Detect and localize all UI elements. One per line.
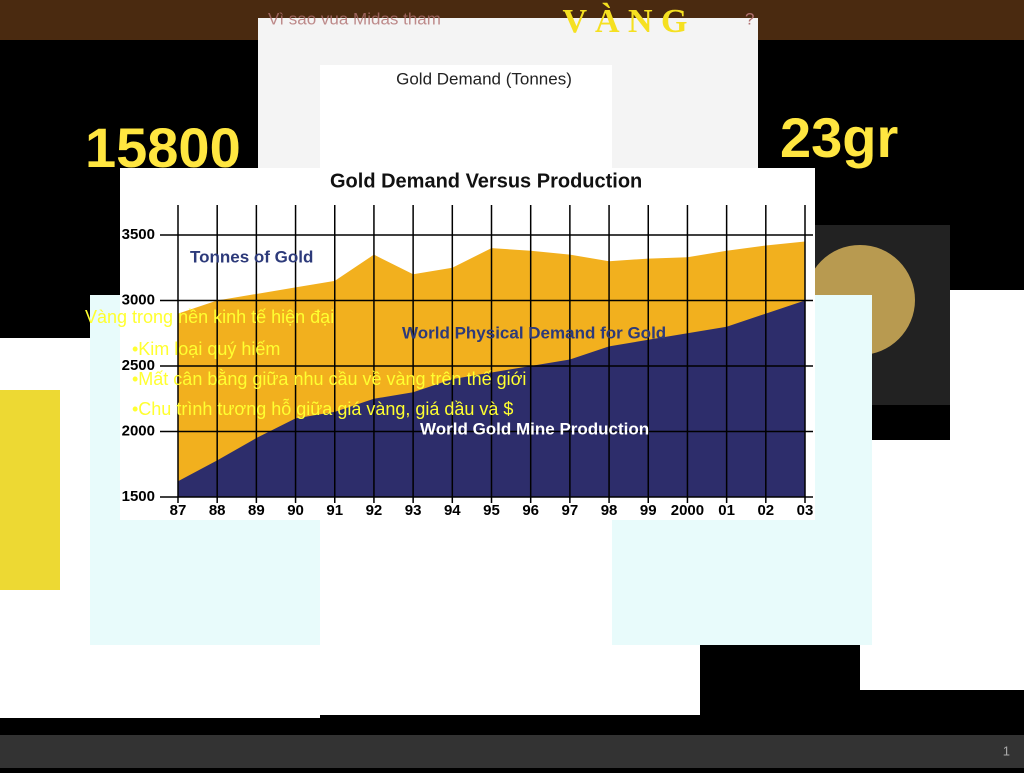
x-tick-label: 92 [366, 502, 383, 519]
back-chart-title: Gold Demand (Tonnes) [396, 69, 572, 88]
y-tick-label: 3000 [122, 291, 155, 308]
x-tick-label: 95 [483, 502, 500, 519]
x-tick-label: 90 [287, 502, 304, 519]
y-tick-label: 3500 [122, 226, 155, 243]
y-tick-label: 2000 [122, 422, 155, 439]
x-tick-label: 02 [757, 502, 774, 519]
x-tick-label: 91 [326, 502, 343, 519]
x-tick-label: 96 [522, 502, 539, 519]
x-tick-label: 88 [209, 502, 226, 519]
bottom-bar [0, 735, 1024, 768]
x-tick-label: 87 [170, 502, 187, 519]
big-number: 23gr [780, 106, 898, 169]
bullet: •Kim loại quý hiếm [132, 339, 280, 359]
x-tick-label: 93 [405, 502, 422, 519]
series-label: World Gold Mine Production [420, 419, 649, 438]
y-tick-label: 1500 [122, 488, 155, 505]
slide-number: 1 [1003, 743, 1010, 758]
x-tick-label: 01 [718, 502, 735, 519]
big-number: 15800 [85, 116, 241, 179]
x-tick-label: 97 [562, 502, 579, 519]
bullet: •Chu trình tương hỗ giữa giá vàng, giá d… [132, 398, 513, 419]
y-tick-label: 2500 [122, 357, 155, 374]
chart-title: Gold Demand Versus Production [330, 170, 642, 192]
heading: Vàng trong nền kinh tế hiện đại [85, 307, 334, 327]
series-label: World Physical Demand for Gold [402, 323, 666, 342]
back-image [860, 440, 980, 690]
x-tick-label: 99 [640, 502, 657, 519]
x-tick-label: 94 [444, 502, 461, 519]
title-prefix: Vì sao vua Midas tham [268, 9, 441, 28]
x-tick-label: 2000 [671, 502, 704, 519]
back-image [0, 390, 60, 590]
y-label: Tonnes of Gold [190, 247, 313, 266]
title-suffix: ? [745, 9, 754, 28]
bullet: •Mất cân bằng giữa nhu cầu về vàng trên … [132, 368, 526, 389]
title-word: V À N G [563, 3, 688, 40]
x-tick-label: 03 [797, 502, 814, 519]
x-tick-label: 89 [248, 502, 265, 519]
x-tick-label: 98 [601, 502, 618, 519]
